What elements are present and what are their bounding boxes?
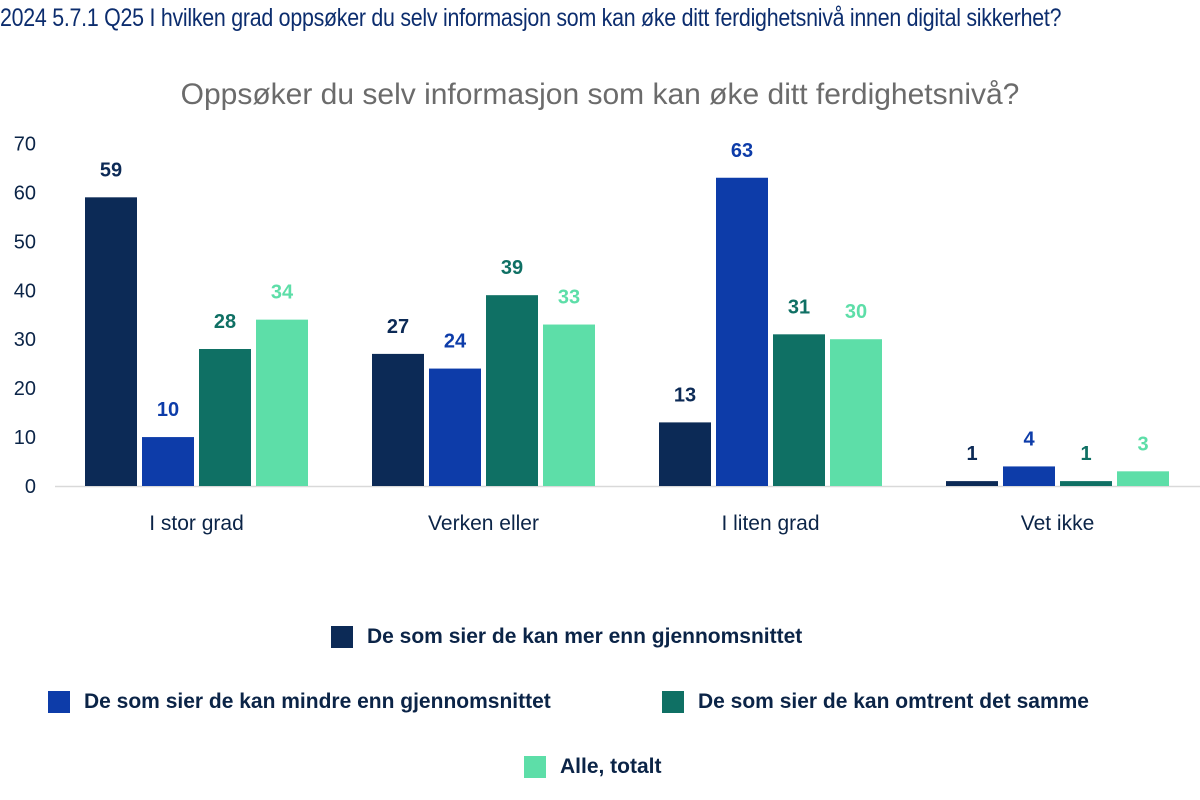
bar: [946, 481, 998, 486]
bar: [142, 437, 194, 486]
y-tick-label: 70: [14, 134, 36, 156]
legend-swatch: [662, 691, 684, 713]
data-label: 10: [157, 399, 179, 421]
y-tick-label: 10: [14, 427, 36, 449]
data-label: 3: [1137, 433, 1148, 455]
bar: [543, 324, 595, 486]
data-label: 39: [501, 257, 523, 279]
bar: [830, 339, 882, 486]
value-labels-layer: 59 27 13 1 10 24 63 4 28 39 31 1 34 33 30 3: [100, 140, 1149, 465]
bars-layer: [85, 177, 1169, 487]
y-tick-label: 30: [14, 329, 36, 351]
x-tick-label: I stor grad: [149, 512, 244, 535]
data-label: 34: [271, 282, 294, 304]
legend-label: De som sier de kan mindre enn gjennomsni…: [84, 690, 551, 713]
y-tick-label: 20: [14, 378, 36, 400]
axis-layer: 0 10 20 30 40 50 60 70 I stor grad Verken eller I …: [14, 134, 1200, 535]
legend-swatch: [524, 756, 546, 778]
data-label: 63: [731, 140, 753, 162]
data-label: 27: [387, 316, 409, 338]
bar: [659, 422, 711, 486]
bar: [199, 349, 251, 486]
chart-title: Oppsøker du selv informasjon som kan øke…: [181, 78, 1020, 111]
y-tick-label: 50: [14, 231, 36, 253]
data-label: 13: [674, 384, 696, 406]
data-label: 31: [788, 296, 810, 318]
y-tick-label: 60: [14, 182, 36, 204]
bar: [85, 197, 137, 487]
bar: [773, 334, 825, 486]
legend-item-series-2: De som sier de kan mindre enn gjennomsni…: [48, 690, 551, 714]
page-heading: 2024 5.7.1 Q25 I hvilken grad oppsøker d…: [0, 4, 1062, 32]
legend-item-series-1: De som sier de kan mer enn gjennomsnitte…: [331, 625, 802, 649]
bar: [1003, 466, 1055, 486]
legend-label: De som sier de kan mer enn gjennomsnitte…: [367, 625, 803, 648]
data-label: 28: [214, 311, 236, 333]
legend-swatch: [48, 691, 70, 713]
data-label: 4: [1023, 428, 1035, 450]
data-label: 59: [100, 159, 122, 181]
y-tick-label: 0: [25, 476, 36, 498]
legend-label: De som sier de kan omtrent det samme: [698, 690, 1089, 713]
bar: [372, 353, 424, 486]
bar: [486, 295, 538, 486]
bar: [429, 368, 481, 486]
x-tick-label: I liten grad: [721, 512, 819, 535]
bar: [256, 319, 308, 486]
data-label: 1: [966, 443, 977, 465]
data-label: 33: [558, 287, 580, 309]
data-label: 24: [444, 331, 467, 353]
data-label: 1: [1080, 443, 1091, 465]
legend-item-series-4: Alle, totalt: [524, 755, 662, 779]
legend-swatch: [331, 626, 353, 648]
x-tick-label: Vet ikke: [1021, 512, 1095, 535]
x-tick-label: Verken eller: [428, 512, 539, 535]
data-label: 30: [845, 301, 867, 323]
legend-label: Alle, totalt: [560, 755, 662, 778]
legend-item-series-3: De som sier de kan omtrent det samme: [662, 690, 1089, 714]
bar: [716, 177, 768, 486]
y-tick-label: 40: [14, 280, 36, 302]
bar: [1117, 471, 1169, 486]
bar: [1060, 481, 1112, 486]
